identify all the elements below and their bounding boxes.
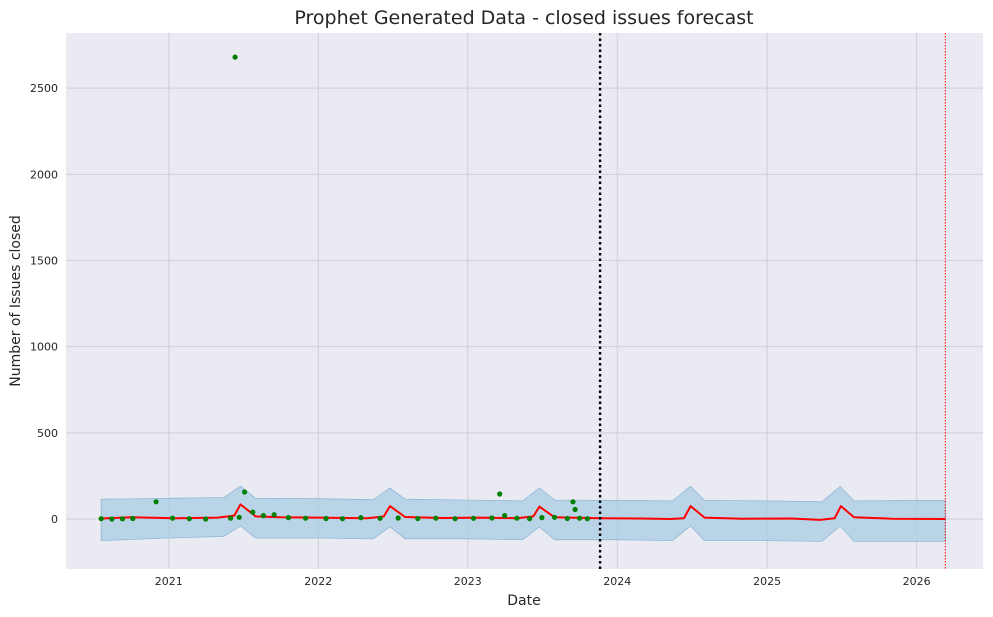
x-tick-label: 2023 [454, 575, 482, 588]
tick-labels: 0 500 1000 1500 2000 2500 2021 2022 2023 2024 2025… [30, 82, 931, 588]
x-tick-label: 2026 [903, 575, 931, 588]
x-tick-label: 2021 [155, 575, 183, 588]
y-tick-label: 500 [37, 427, 58, 440]
actual-data-point [489, 515, 495, 521]
actual-points [98, 54, 591, 522]
actual-data-point [502, 513, 508, 519]
y-tick-label: 1500 [30, 254, 58, 267]
chart-title: Prophet Generated Data - closed issues f… [294, 7, 753, 29]
actual-data-point [570, 499, 576, 505]
y-tick-label: 2000 [30, 168, 58, 181]
actual-data-point [339, 516, 346, 522]
actual-data-point [250, 509, 256, 515]
actual-data-point [203, 516, 209, 522]
actual-data-point [572, 506, 578, 513]
x-axis-label: Date [507, 593, 540, 609]
actual-data-point [564, 515, 570, 522]
y-tick-label: 1000 [30, 341, 58, 354]
actual-data-point [497, 491, 503, 497]
actual-data-point [470, 515, 477, 521]
actual-data-point [539, 515, 545, 521]
actual-data-point [153, 499, 159, 505]
actual-data-point [358, 515, 364, 521]
actual-data-point [228, 515, 234, 521]
actual-data-point [98, 516, 104, 522]
actual-data-point [285, 515, 291, 521]
actual-data-point [514, 515, 520, 521]
actual-data-point [169, 515, 176, 521]
y-axis-label: Number of Issues closed [8, 215, 24, 387]
actual-data-point [323, 515, 329, 522]
actual-data-point [377, 515, 383, 521]
x-tick-label: 2024 [603, 575, 631, 588]
actual-data-point [452, 516, 458, 522]
reference-lines [598, 33, 946, 569]
actual-data-point [303, 515, 309, 521]
actual-data-point [260, 513, 266, 519]
actual-data-point [584, 516, 591, 522]
forecast-series-line [101, 503, 946, 521]
plot-area [66, 33, 983, 569]
actual-data-point [242, 489, 248, 495]
actual-data-point [395, 515, 401, 521]
actual-data-point [186, 516, 192, 522]
y-tick-label: 0 [51, 513, 58, 526]
actual-data-point [130, 515, 136, 522]
x-tick-label: 2025 [753, 575, 781, 588]
actual-data-point [527, 516, 533, 522]
actual-data-point [232, 54, 238, 60]
forecast-line [101, 503, 946, 521]
actual-data-point [552, 514, 558, 520]
actual-data-point [236, 514, 242, 520]
actual-data-point [271, 512, 277, 518]
actual-data-point [119, 516, 126, 522]
actual-data-point [433, 515, 439, 521]
y-tick-label: 2500 [30, 82, 58, 95]
actual-data-point [577, 515, 583, 521]
actual-data-point [415, 515, 421, 522]
grid [66, 33, 983, 569]
x-tick-label: 2022 [304, 575, 332, 588]
actual-data-point [109, 516, 115, 522]
